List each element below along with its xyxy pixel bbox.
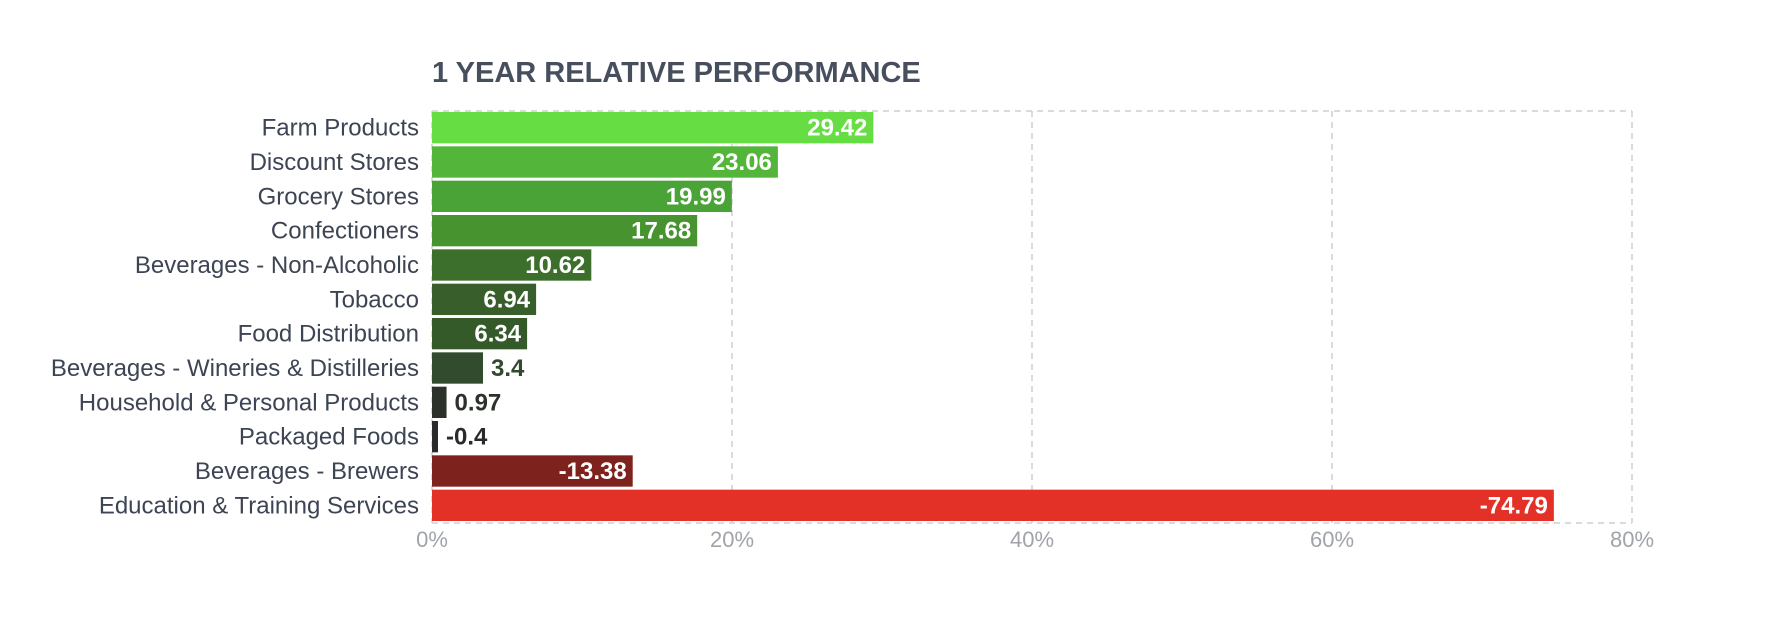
x-axis-tick-labels: 0% 20% 40% 60% 80%	[416, 527, 1654, 552]
x-tick-label: 80%	[1610, 527, 1654, 552]
category-label: Beverages - Non-Alcoholic	[135, 252, 419, 279]
x-tick-label: 40%	[1010, 527, 1054, 552]
data-label: 10.62	[525, 252, 585, 279]
category-label: Household & Personal Products	[79, 389, 419, 416]
bar	[432, 180, 732, 212]
data-label: 19.99	[666, 183, 726, 210]
category-label: Tobacco	[330, 286, 419, 313]
category-label: Beverages - Brewers	[195, 458, 419, 485]
bar	[432, 283, 537, 315]
data-label: -74.79	[1480, 492, 1548, 519]
category-label: Discount Stores	[250, 149, 419, 176]
category-label: Confectioners	[271, 218, 419, 245]
category-label: Packaged Foods	[239, 424, 419, 451]
data-label: -0.4	[446, 424, 488, 451]
bars	[432, 112, 1554, 521]
data-label: 6.94	[483, 286, 530, 313]
data-label: 23.06	[712, 149, 772, 176]
category-label: Food Distribution	[238, 321, 419, 348]
grid-lines	[431, 110, 1633, 524]
bar	[432, 352, 483, 384]
data-label: 3.4	[491, 355, 525, 382]
bar	[432, 146, 778, 178]
category-label: Education & Training Services	[99, 492, 419, 519]
category-labels: Farm Products Discount Stores Grocery Stor…	[51, 115, 419, 520]
bar	[432, 489, 1554, 521]
category-label: Beverages - Wineries & Distilleries	[51, 355, 419, 382]
category-label: Grocery Stores	[258, 183, 419, 210]
data-label: 0.97	[455, 389, 502, 416]
bar	[432, 421, 438, 453]
bar	[432, 455, 633, 487]
data-label: 6.34	[474, 321, 521, 348]
value-labels: 29.42 23.06 19.99 17.68 10.62 6.94 6.34 3.4 0.97…	[446, 115, 1548, 520]
chart-title: 1 YEAR RELATIVE PERFORMANCE	[432, 57, 921, 89]
category-label: Farm Products	[262, 115, 419, 142]
bar	[432, 215, 698, 247]
data-label: 29.42	[807, 115, 867, 142]
data-label: -13.38	[559, 458, 627, 485]
x-tick-label: 20%	[710, 527, 754, 552]
bar	[432, 112, 874, 144]
x-tick-label: 60%	[1310, 527, 1354, 552]
bar	[432, 386, 447, 418]
x-tick-label: 0%	[416, 527, 448, 552]
bar	[432, 318, 528, 350]
data-label: 17.68	[631, 218, 691, 245]
bar	[432, 249, 592, 281]
